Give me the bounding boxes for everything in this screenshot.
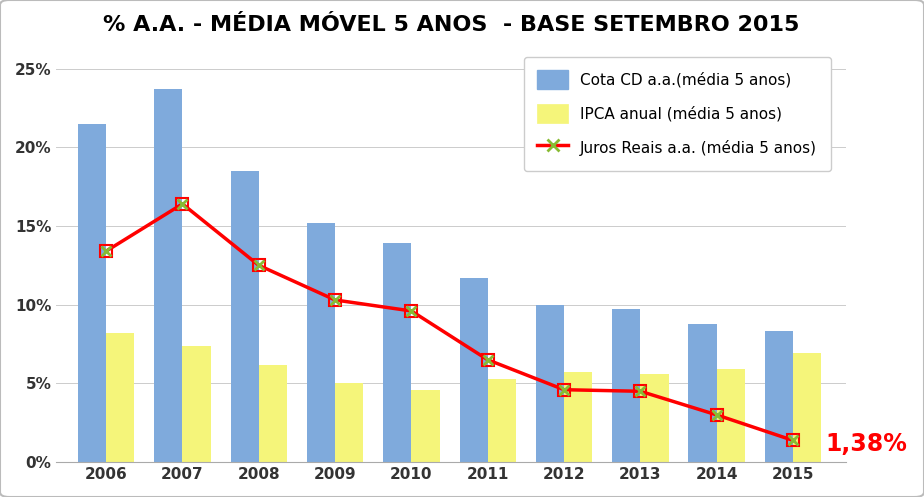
Bar (459, 278, 488, 462)
Bar (182, 345, 211, 462)
Bar (765, 331, 793, 462)
Title: % A.A. - MÉDIA MÓVEL 5 ANOS  - BASE SETEMBRO 2015: % A.A. - MÉDIA MÓVEL 5 ANOS - BASE SETEM… (103, 15, 799, 35)
Bar (383, 243, 411, 462)
Bar (259, 364, 287, 462)
Bar (78, 124, 106, 462)
Bar (488, 379, 516, 462)
Bar (536, 305, 564, 462)
Bar (717, 369, 745, 462)
Bar (411, 390, 440, 462)
Bar (793, 353, 821, 462)
Bar (335, 383, 363, 462)
Bar (154, 89, 182, 462)
Bar (564, 372, 592, 462)
Bar (613, 310, 640, 462)
Legend: Cota CD a.a.(média 5 anos), IPCA anual (média 5 anos), Juros Reais a.a. (média 5: Cota CD a.a.(média 5 anos), IPCA anual (… (524, 57, 831, 170)
Text: 1,38%: 1,38% (825, 431, 907, 456)
Bar (106, 333, 134, 462)
Bar (688, 324, 717, 462)
Bar (230, 171, 259, 462)
Bar (640, 374, 669, 462)
Bar (307, 223, 335, 462)
